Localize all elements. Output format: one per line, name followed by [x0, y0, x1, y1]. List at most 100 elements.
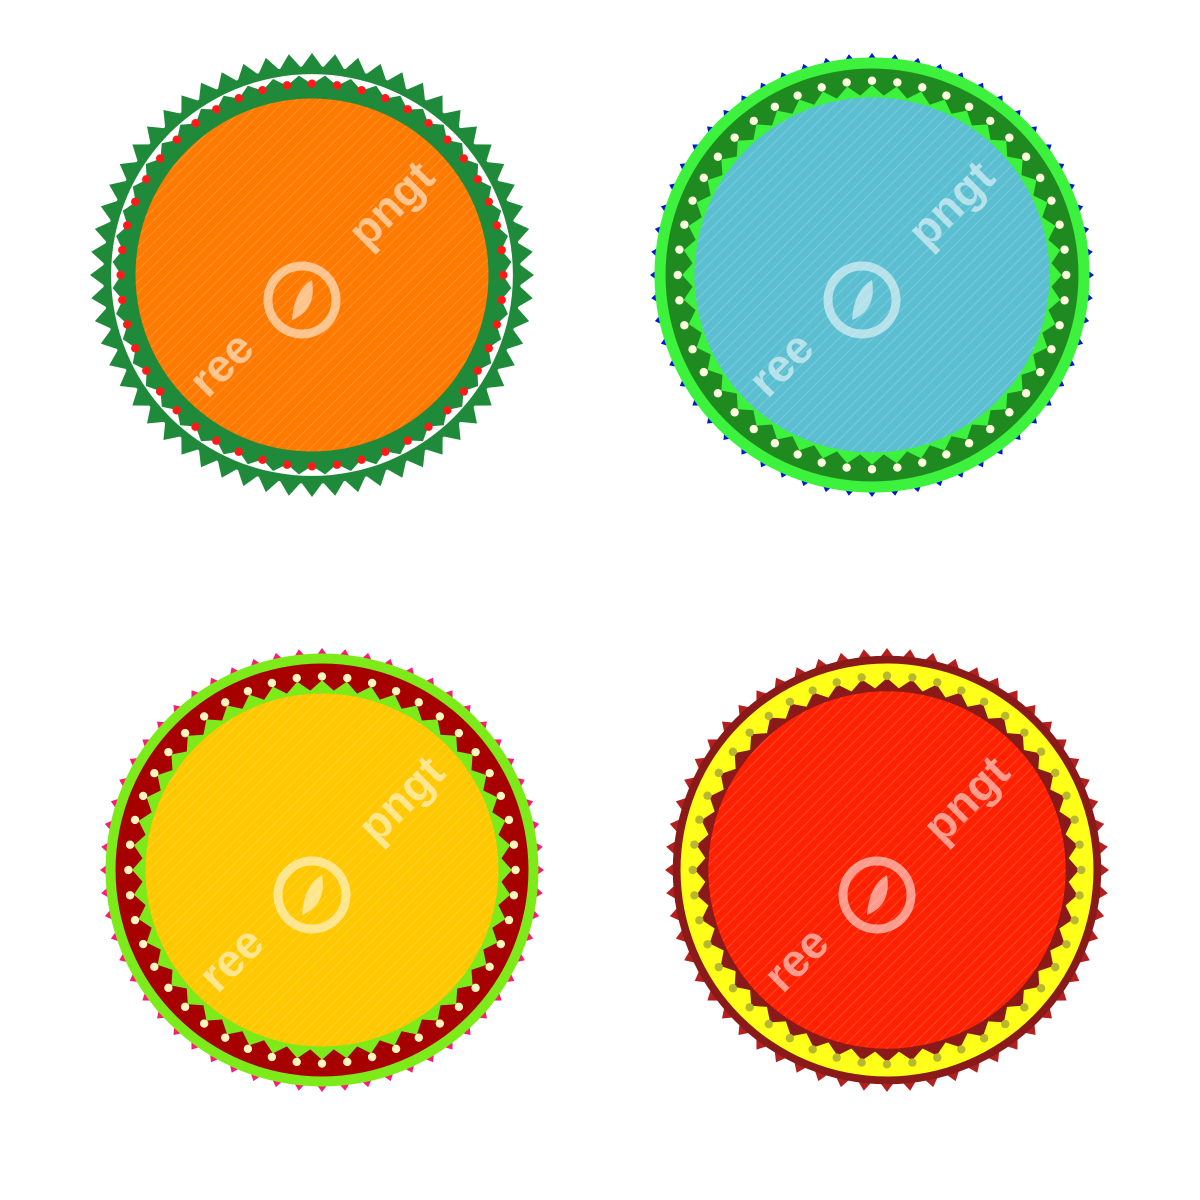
dot [221, 698, 230, 707]
dot [695, 916, 704, 925]
dot [749, 424, 758, 434]
dot [882, 1060, 892, 1069]
dot [138, 939, 148, 949]
dot [212, 436, 221, 445]
dot [1062, 940, 1071, 949]
dot [212, 105, 221, 114]
dot [714, 962, 723, 972]
red-badge [665, 648, 1109, 1092]
dot [138, 791, 148, 801]
dot [680, 321, 689, 330]
dot [1021, 152, 1031, 161]
dot [307, 462, 317, 471]
center-texture [708, 691, 1066, 1049]
dot [688, 196, 697, 205]
dot [857, 673, 866, 682]
dot [435, 712, 445, 721]
dot [842, 78, 851, 87]
dot [1075, 891, 1084, 900]
dot [793, 91, 802, 100]
dot [770, 102, 780, 111]
watermark-logo-icon [273, 856, 351, 934]
dot [749, 116, 758, 126]
dot [391, 686, 401, 696]
dot [243, 1044, 253, 1054]
dot [221, 1033, 230, 1042]
dot [690, 840, 699, 849]
dot [484, 344, 493, 353]
dot [673, 270, 682, 280]
dot [504, 915, 514, 925]
dot [317, 1059, 327, 1068]
dot [258, 455, 267, 465]
dot [435, 1019, 445, 1028]
dot [454, 728, 464, 738]
dot [1036, 367, 1045, 377]
dot [728, 984, 738, 993]
dot [267, 678, 277, 688]
dot [675, 296, 684, 305]
dot [986, 116, 995, 126]
dot [172, 135, 181, 144]
dot [180, 1002, 190, 1012]
dot [172, 406, 181, 415]
dot [1051, 768, 1060, 778]
dot [808, 686, 817, 695]
dot [292, 673, 301, 683]
dot [199, 712, 209, 721]
dot [933, 1053, 942, 1062]
dot [381, 447, 390, 456]
dot [454, 1002, 464, 1012]
dot [471, 747, 480, 757]
dot [180, 728, 190, 738]
dot [918, 83, 927, 92]
dot [403, 105, 412, 114]
dot [793, 450, 802, 459]
dot [699, 173, 708, 183]
dot [893, 78, 902, 87]
dot [986, 424, 995, 434]
dot [942, 91, 951, 100]
dot [509, 840, 519, 849]
center-texture [145, 693, 499, 1047]
dot [142, 175, 151, 184]
dot [191, 422, 200, 432]
dot [703, 940, 712, 949]
dot [116, 270, 125, 280]
dot [492, 221, 502, 230]
dot [234, 447, 243, 456]
dot [131, 344, 140, 353]
dot [1051, 962, 1060, 972]
dot [473, 175, 482, 184]
dot [908, 673, 917, 682]
dot [745, 728, 754, 737]
dot [1047, 345, 1056, 354]
dot [918, 458, 927, 467]
watermark-leaf-icon [292, 280, 313, 320]
dot [957, 1045, 966, 1054]
dot [155, 154, 165, 163]
watermark-logo-icon [823, 261, 901, 339]
dot [403, 436, 412, 445]
dot [857, 1058, 866, 1067]
dot [424, 422, 433, 432]
dot [492, 320, 502, 329]
yellow-badge [100, 648, 544, 1092]
blue-badge [650, 53, 1094, 497]
dot [1060, 245, 1069, 254]
dot [1020, 728, 1029, 737]
dot [484, 197, 493, 206]
dot [964, 439, 974, 448]
watermark-leaf-icon [867, 875, 888, 915]
dot [122, 221, 132, 230]
dot [332, 81, 342, 90]
dot [867, 465, 877, 474]
dot [1070, 916, 1079, 925]
dot [770, 439, 780, 448]
dot [979, 1034, 989, 1043]
dot [367, 678, 377, 688]
dot [893, 463, 902, 472]
dot [155, 387, 165, 396]
dot [292, 1057, 301, 1067]
dot [496, 939, 506, 949]
